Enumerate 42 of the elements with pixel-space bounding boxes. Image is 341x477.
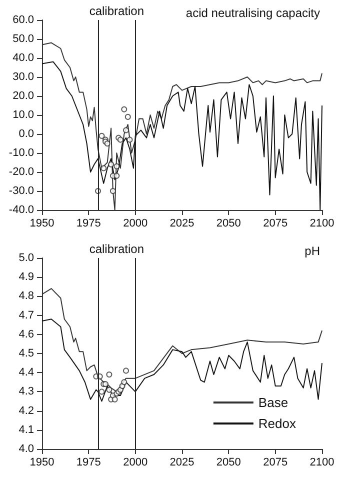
x-tick-label: 1950 <box>30 218 54 230</box>
y-tick-label: 30.0 <box>12 71 34 83</box>
text: calibration <box>89 4 144 18</box>
x-tick-label: 2100 <box>310 218 334 230</box>
x-tick-label: 2000 <box>123 456 148 468</box>
y-tick-label: 60.0 <box>12 14 34 26</box>
y-tick-label: -30.0 <box>8 185 34 197</box>
y-tick-label: 4.4 <box>18 366 34 379</box>
text: calibration <box>89 242 144 256</box>
y-tick-label: 4.1 <box>18 424 34 436</box>
x-tick-label: 2075 <box>263 218 288 230</box>
x-tick-label: 2100 <box>310 456 334 468</box>
x-tick-label: 2025 <box>170 456 194 468</box>
y-tick-label: 4.8 <box>18 290 34 302</box>
x-tick-label: 2075 <box>263 456 288 468</box>
x-tick-label: 1975 <box>76 456 101 468</box>
y-tick-label: 5.0 <box>18 252 34 264</box>
x-tick-label: 2050 <box>216 456 241 468</box>
y-tick-label: 4.7 <box>18 309 34 322</box>
x-tick-label: 2025 <box>170 218 194 230</box>
chart-title: pH <box>304 244 320 258</box>
y-tick-label: 0.0 <box>18 128 34 140</box>
y-tick-label: 4.2 <box>18 404 34 417</box>
y-tick-label: -40.0 <box>8 204 34 216</box>
legend-label: Base <box>258 395 288 410</box>
y-tick-label: -10.0 <box>8 147 34 159</box>
legend-label: Redox <box>258 416 296 431</box>
y-tick-label: -20.0 <box>8 166 34 178</box>
y-tick-label: 4.9 <box>18 271 34 284</box>
x-tick-label: 1975 <box>76 218 101 230</box>
y-tick-label: 20.0 <box>12 90 34 102</box>
x-tick-label: 1950 <box>30 456 54 468</box>
y-tick-label: 4.0 <box>18 443 34 455</box>
chart-title: acid neutralising capacity <box>186 6 320 20</box>
y-tick-label: 50.0 <box>12 33 34 45</box>
x-tick-label: 2000 <box>123 218 148 230</box>
y-tick-label: 4.3 <box>18 386 34 398</box>
y-tick-label: 4.5 <box>18 348 34 360</box>
y-tick-label: 40.0 <box>12 52 34 64</box>
y-tick-label: 10.0 <box>12 109 34 121</box>
y-tick-label: 4.6 <box>18 328 34 340</box>
x-tick-label: 2050 <box>216 218 241 230</box>
